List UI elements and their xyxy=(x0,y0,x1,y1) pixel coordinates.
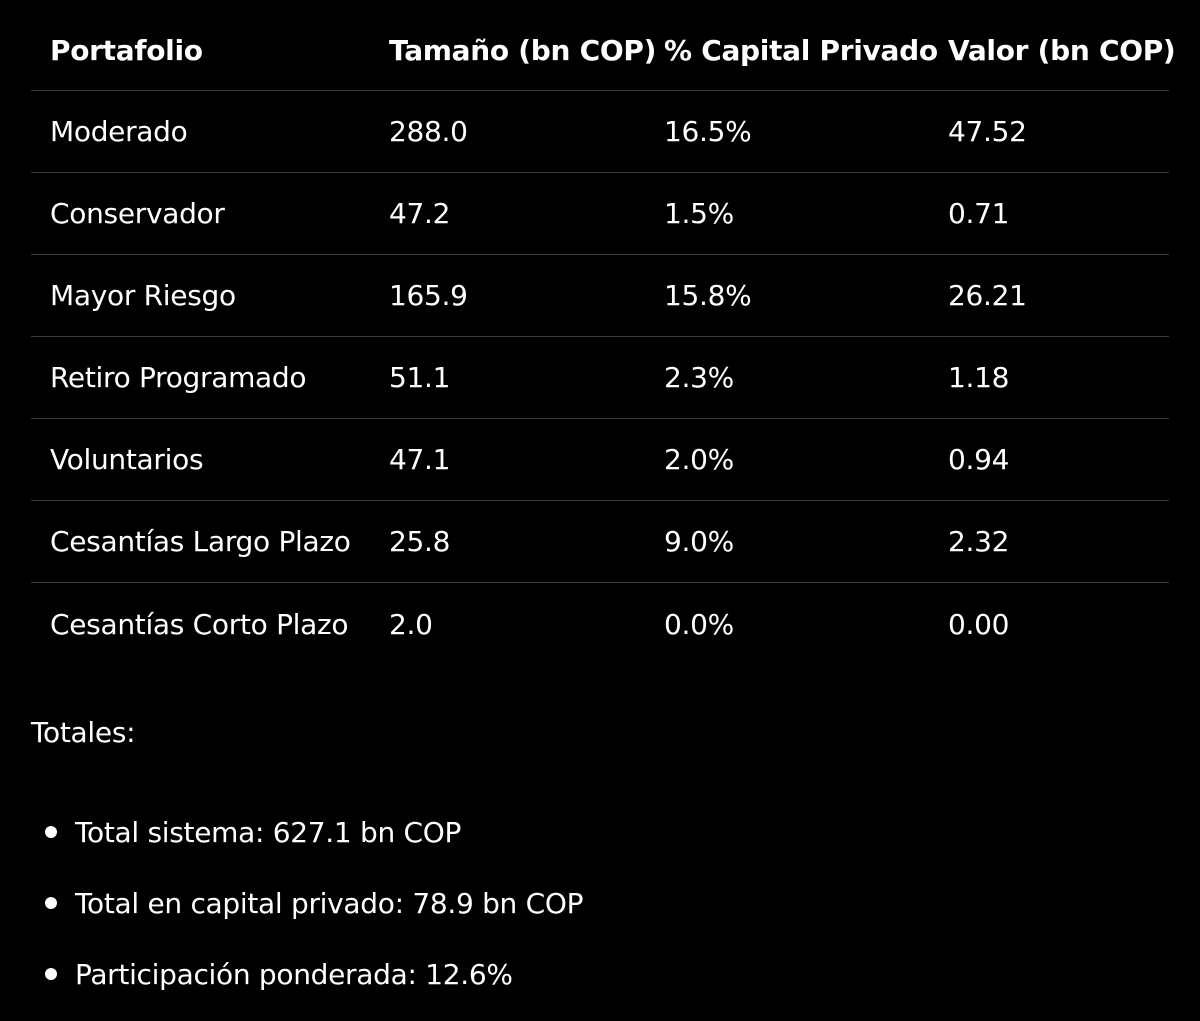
total-sistema: Total sistema: 627.1 bn COP xyxy=(75,815,462,849)
cell-capital-privado: 16.5% xyxy=(664,115,752,148)
cell-valor: 0.00 xyxy=(948,607,1010,641)
cell-portafolio: Cesantías Corto Plazo xyxy=(50,607,349,641)
cell-portafolio: Voluntarios xyxy=(50,443,204,476)
cell-capital-privado: 2.0% xyxy=(664,443,734,476)
cell-portafolio: Conservador xyxy=(50,197,225,230)
cell-portafolio: Mayor Riesgo xyxy=(50,279,236,312)
cell-tamano: 288.0 xyxy=(389,115,468,148)
cell-portafolio: Moderado xyxy=(50,115,188,148)
total-capital-privado: Total en capital privado: 78.9 bn COP xyxy=(75,886,584,920)
cell-valor: 47.52 xyxy=(948,115,1027,148)
cell-portafolio: Cesantías Largo Plazo xyxy=(50,525,351,558)
header-tamano: Tamaño (bn COP) xyxy=(389,33,657,67)
cell-capital-privado: 2.3% xyxy=(664,361,734,394)
cell-capital-privado: 15.8% xyxy=(664,279,752,312)
bullet-icon xyxy=(45,968,57,980)
list-item: Total en capital privado: 78.9 bn COP xyxy=(45,879,583,927)
table-row: Cesantías Corto Plazo 2.0 0.0% 0.00 xyxy=(31,583,1169,665)
cell-tamano: 25.8 xyxy=(389,525,451,558)
table-row: Voluntarios 47.1 2.0% 0.94 xyxy=(31,419,1169,501)
cell-valor: 2.32 xyxy=(948,525,1010,558)
table-row: Retiro Programado 51.1 2.3% 1.18 xyxy=(31,337,1169,419)
header-portafolio: Portafolio xyxy=(50,33,203,67)
cell-tamano: 47.1 xyxy=(389,443,451,476)
cell-valor: 0.94 xyxy=(948,443,1010,476)
list-item: Participación ponderada: 12.6% xyxy=(45,950,583,998)
table-header-row: Portafolio Tamaño (bn COP) % Capital Pri… xyxy=(31,10,1176,91)
cell-valor: 26.21 xyxy=(948,279,1027,312)
cell-capital-privado: 9.0% xyxy=(664,525,734,558)
cell-valor: 1.18 xyxy=(948,361,1010,394)
cell-capital-privado: 0.0% xyxy=(664,607,734,641)
cell-capital-privado: 1.5% xyxy=(664,197,734,230)
cell-tamano: 165.9 xyxy=(389,279,468,312)
table-row: Moderado 288.0 16.5% 47.52 xyxy=(31,91,1169,173)
header-capital-privado: % Capital Privado xyxy=(664,33,938,67)
header-valor: Valor (bn COP) xyxy=(948,33,1176,67)
table-row: Conservador 47.2 1.5% 0.71 xyxy=(31,173,1169,255)
cell-valor: 0.71 xyxy=(948,197,1010,230)
portfolio-table: Portafolio Tamaño (bn COP) % Capital Pri… xyxy=(31,10,1176,665)
list-item: Total sistema: 627.1 bn COP xyxy=(45,808,583,856)
bullet-icon xyxy=(45,826,57,838)
cell-tamano: 2.0 xyxy=(389,607,433,641)
cell-tamano: 51.1 xyxy=(389,361,451,394)
cell-tamano: 47.2 xyxy=(389,197,451,230)
participacion-ponderada: Participación ponderada: 12.6% xyxy=(75,957,513,991)
totals-list: Total sistema: 627.1 bn COP Total en cap… xyxy=(45,808,583,1021)
cell-portafolio: Retiro Programado xyxy=(50,361,307,394)
totals-title: Totales: xyxy=(31,716,136,749)
table-row: Mayor Riesgo 165.9 15.8% 26.21 xyxy=(31,255,1169,337)
table-row: Cesantías Largo Plazo 25.8 9.0% 2.32 xyxy=(31,501,1169,583)
bullet-icon xyxy=(45,897,57,909)
